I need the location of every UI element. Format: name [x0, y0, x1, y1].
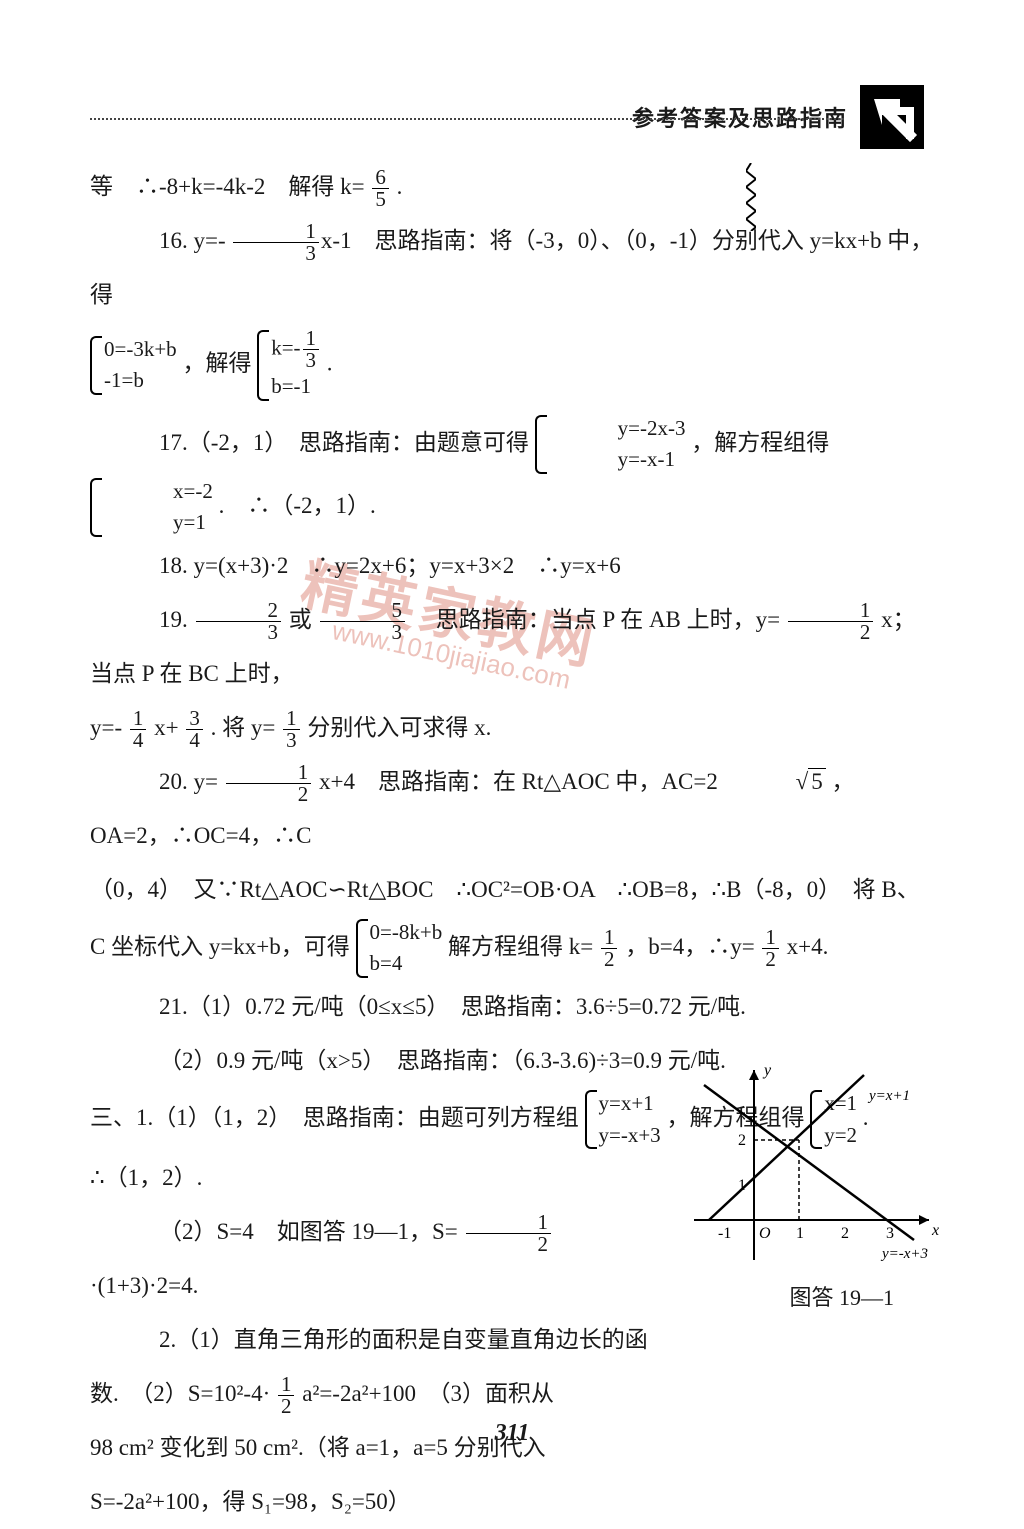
svg-text:y: y — [762, 1062, 772, 1079]
fraction: 12 — [762, 927, 779, 970]
text: 17.（-2，1） 思路指南：由题意可得 — [159, 429, 529, 454]
page-number: 311 — [0, 1420, 1024, 1447]
equation-system: y=-2x-3 y=-x-1 — [535, 413, 686, 476]
text: . — [397, 174, 403, 199]
svg-text:y=x+1: y=x+1 — [867, 1088, 910, 1104]
line-20b: （0，4） 又∵Rt△AOC∽Rt△BOC ∴OC²=OB·OA ∴OB=8，∴… — [90, 863, 934, 917]
section3-3e: S=-2a²+100，得 S₁=98，S₂=50） — [90, 1475, 934, 1529]
section3-3b: 数. （2）S=10²-4· 12 a²=-2a²+100 （3）面积从 — [90, 1367, 934, 1421]
svg-text:-1: -1 — [718, 1225, 731, 1242]
page: 参考答案及思路指南 精英家教网 www.1010jiajiao.com 等 ∴-… — [0, 0, 1024, 1487]
fraction: 12 — [601, 927, 618, 970]
fraction: 65 — [372, 167, 389, 210]
text: 或 — [289, 607, 318, 632]
text: . ∴（-2，1）. — [219, 492, 376, 517]
equation-system: x=-2 y=1 — [90, 476, 213, 539]
line-20c: C 坐标代入 y=kx+b，可得 0=-8k+b b=4 解方程组得 k= 12… — [90, 917, 934, 980]
text: ，解方程组得 — [691, 429, 829, 454]
equation-system: 0=-8k+b b=4 — [356, 917, 443, 980]
text: x+ — [154, 715, 178, 740]
line-18: 18. y=(x+3)·2 ∴y=2x+6；y=x+3×2 ∴y=x+6 — [90, 539, 934, 593]
fraction: 13 — [283, 708, 300, 751]
text: 思路指南：当点 P 在 AB 上时，y= — [413, 607, 780, 632]
arrow-icon — [860, 85, 924, 149]
fraction: 53 — [320, 600, 406, 643]
svg-text:3: 3 — [886, 1225, 894, 1242]
svg-text:O: O — [759, 1225, 771, 1242]
text: ·(1+3)·2=4. — [90, 1273, 198, 1298]
line-21-1: 21.（1）0.72 元/吨（0≤x≤5） 思路指南：3.6÷5=0.72 元/… — [90, 980, 934, 1034]
fraction: 12 — [278, 1374, 295, 1417]
svg-text:1: 1 — [796, 1225, 804, 1242]
text: ，解得 — [182, 351, 251, 376]
text: 分别代入可求得 x. — [307, 715, 491, 740]
text: （2）S=4 如图答 19—1，S= — [159, 1219, 458, 1244]
equation-system: k=-13 b=-1 — [257, 328, 321, 403]
sqrt: √5 — [724, 755, 826, 809]
text: x+4. — [787, 934, 829, 959]
figure-19-1: -1 O 1 2 3 1 2 y=x+1 y=-x+3 x y — [674, 1060, 944, 1300]
fraction: 23 — [196, 600, 282, 643]
svg-text:x: x — [931, 1222, 939, 1239]
svg-text:2: 2 — [738, 1132, 746, 1149]
section3-3a: 2.（1）直角三角形的面积是自变量直角边长的函 — [90, 1313, 934, 1367]
line-17: 17.（-2，1） 思路指南：由题意可得 y=-2x-3 y=-x-1 ，解方程… — [90, 413, 934, 539]
text: 三、1.（1）（1，2） 思路指南：由题可列方程组 — [90, 1105, 579, 1130]
content-body: 等 ∴-8+k=-4k-2 解得 k= 65 . 16. y=- 13 ​ x-… — [90, 160, 934, 1529]
text: 等 ∴-8+k=-4k-2 解得 k= — [90, 174, 365, 199]
fraction: 12 — [788, 600, 874, 643]
fraction: 14 — [130, 708, 147, 751]
text: . — [327, 351, 333, 376]
dotted-rule — [90, 118, 844, 120]
equation-system: 0=-3k+b -1=b — [90, 334, 177, 397]
svg-text:2: 2 — [841, 1225, 849, 1242]
fraction: 34 — [186, 708, 203, 751]
line-20a: 20. y= 12 x+4 思路指南：在 Rt△AOC 中，AC=2 √5 ，O… — [90, 755, 934, 863]
fraction: 12 — [466, 1212, 552, 1255]
header-title: 参考答案及思路指南 — [632, 101, 848, 133]
fraction: 12 — [226, 762, 312, 805]
figure-caption: 图答 19—1 — [789, 1280, 894, 1312]
fraction: 13 — [233, 221, 319, 264]
text: 解方程组得 k= — [448, 934, 593, 959]
line-19a: 19. 23 或 53 思路指南：当点 P 在 AB 上时，y= 12 x；当点… — [90, 593, 934, 701]
svg-text:y=-x+3: y=-x+3 — [880, 1246, 928, 1262]
line-15-tail: 等 ∴-8+k=-4k-2 解得 k= 65 . — [90, 160, 934, 214]
text: x+4 思路指南：在 Rt△AOC 中，AC=2 — [319, 769, 718, 794]
text: y=- — [90, 715, 122, 740]
text: 19. — [159, 607, 194, 632]
equation-system: y=x+1 y=-x+3 — [585, 1088, 661, 1151]
page-header: 参考答案及思路指南 — [632, 85, 924, 149]
line-16: 16. y=- 13 ​ x-1 思路指南：将（-3，0）、（0，-1）分别代入… — [90, 214, 934, 322]
text: . 将 y= — [211, 715, 276, 740]
text: 数. （2）S=10²-4· — [90, 1381, 270, 1406]
text: C 坐标代入 y=kx+b，可得 — [90, 934, 350, 959]
text: 20. y= — [159, 769, 218, 794]
text: ，b=4，∴y= — [625, 934, 754, 959]
text: 16. y=- — [159, 228, 226, 253]
line-16-systems: 0=-3k+b -1=b ，解得 k=-13 b=-1 . — [90, 328, 934, 403]
text: a²=-2a²+100 （3）面积从 — [302, 1381, 554, 1406]
line-19b: y=- 14 x+ 34 . 将 y= 13 分别代入可求得 x. — [90, 701, 934, 755]
